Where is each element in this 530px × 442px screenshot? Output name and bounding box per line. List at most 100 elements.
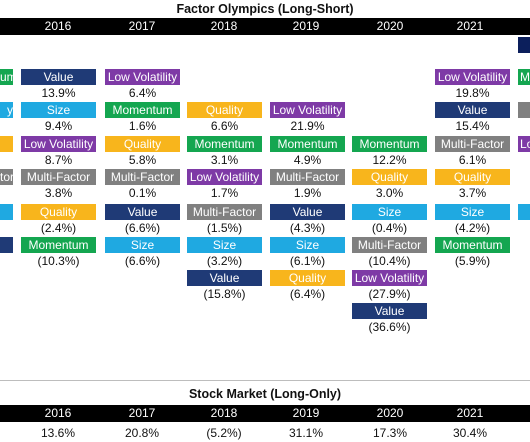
factor-cell: Quality (6.4%) — [270, 270, 345, 302]
factor-return: 6.1% — [458, 153, 487, 167]
factor-cell: Quality 3.7% — [435, 169, 510, 201]
factor-label: Low Volatility — [270, 102, 345, 118]
factor-return: 21.9% — [290, 119, 325, 133]
section-divider — [0, 380, 530, 381]
factor-label: Quality — [187, 102, 262, 118]
factor-return: 9.4% — [44, 119, 73, 133]
factor-label: Low Volatility — [352, 270, 427, 286]
factor-cell: Momentum (10.3%) — [21, 237, 96, 269]
market-year-header: 2016 2017 2018 2019 2020 2021 — [0, 405, 530, 422]
factor-cell: Quality 6.6% — [187, 102, 262, 134]
edge-cell-right: Lo — [518, 136, 530, 152]
factor-cell: Momentum 4.9% — [270, 136, 345, 168]
factor-return: (0.4%) — [371, 221, 408, 235]
factor-label: Multi-Factor — [435, 136, 510, 152]
factor-label: Momentum — [21, 237, 96, 253]
market-return-2021: 30.4% — [452, 426, 488, 440]
factor-return: 19.8% — [455, 86, 490, 100]
factor-label: Low Volatility — [21, 136, 96, 152]
factor-cell: Low Volatility (27.9%) — [352, 270, 427, 302]
factor-label: Multi-Factor — [21, 169, 96, 185]
factor-label: Low Volatility — [187, 169, 262, 185]
factor-return: 12.2% — [372, 153, 407, 167]
factor-cell: Quality 3.0% — [352, 169, 427, 201]
market-year-2017: 2017 — [128, 406, 156, 420]
factor-label: Size — [352, 204, 427, 220]
factor-year-header: 2016 2017 2018 2019 2020 2021 — [0, 18, 530, 35]
factor-cell: Size (0.4%) — [352, 204, 427, 236]
edge-cell-right — [518, 102, 530, 118]
factor-cell: Size 9.4% — [21, 102, 96, 134]
factor-label: Value — [270, 204, 345, 220]
factor-return: 1.6% — [128, 119, 157, 133]
factor-label: Momentum — [270, 136, 345, 152]
factor-return: (4.3%) — [289, 221, 326, 235]
factor-cell: Multi-Factor 0.1% — [105, 169, 180, 201]
factor-return: 3.0% — [375, 186, 404, 200]
factor-label: Value — [105, 204, 180, 220]
market-return-2016: 13.6% — [40, 426, 76, 440]
factor-year-2021: 2021 — [456, 19, 484, 33]
factor-return: 0.1% — [128, 186, 157, 200]
factor-cell: Value (6.6%) — [105, 204, 180, 236]
factor-label: Momentum — [105, 102, 180, 118]
factor-label: Value — [187, 270, 262, 286]
market-year-2020: 2020 — [376, 406, 404, 420]
edge-cell-left — [0, 237, 13, 253]
edge-cell-left: tor — [0, 169, 13, 185]
factor-cell: Momentum 1.6% — [105, 102, 180, 134]
factor-label: Momentum — [435, 237, 510, 253]
factor-year-2020: 2020 — [376, 19, 404, 33]
factor-label: Size — [105, 237, 180, 253]
factor-cell: Multi-Factor (10.4%) — [352, 237, 427, 269]
factor-return: 6.4% — [128, 86, 157, 100]
market-year-2019: 2019 — [292, 406, 320, 420]
factor-label: Quality — [352, 169, 427, 185]
factor-year-2018: 2018 — [210, 19, 238, 33]
factor-cell: Multi-Factor 6.1% — [435, 136, 510, 168]
factor-return: 5.8% — [128, 153, 157, 167]
factor-label: Value — [21, 69, 96, 85]
factor-return: 15.4% — [455, 119, 490, 133]
factor-return: 8.7% — [44, 153, 73, 167]
factor-label: Size — [187, 237, 262, 253]
market-year-2016: 2016 — [44, 406, 72, 420]
factor-cell: Size (4.2%) — [435, 204, 510, 236]
factor-return: (5.9%) — [454, 254, 491, 268]
factor-return: (10.3%) — [37, 254, 80, 268]
factor-return: (36.6%) — [368, 320, 411, 334]
factor-label: Quality — [105, 136, 180, 152]
factor-cell: Momentum 3.1% — [187, 136, 262, 168]
market-return-2019: 31.1% — [288, 426, 324, 440]
factor-label: Multi-Factor — [105, 169, 180, 185]
factor-year-2017: 2017 — [128, 19, 156, 33]
factor-label: Size — [435, 204, 510, 220]
factor-cell: Low Volatility 1.7% — [187, 169, 262, 201]
factor-chart-title: Factor Olympics (Long-Short) — [176, 2, 354, 16]
factor-cell: Size (3.2%) — [187, 237, 262, 269]
factor-return: 13.9% — [41, 86, 76, 100]
market-year-2021: 2021 — [456, 406, 484, 420]
factor-return: (6.6%) — [124, 254, 161, 268]
factor-cell: Low Volatility 8.7% — [21, 136, 96, 168]
factor-cell: Value 13.9% — [21, 69, 96, 101]
factor-label: Momentum — [187, 136, 262, 152]
factor-cell: Multi-Factor (1.5%) — [187, 204, 262, 236]
factor-cell: Multi-Factor 3.8% — [21, 169, 96, 201]
factor-cell: Quality (2.4%) — [21, 204, 96, 236]
factor-cell: Low Volatility 19.8% — [435, 69, 510, 101]
factor-return: 1.9% — [293, 186, 322, 200]
factor-cell: Size (6.6%) — [105, 237, 180, 269]
factor-return: (15.8%) — [203, 287, 246, 301]
factor-year-2016: 2016 — [44, 19, 72, 33]
factor-label: Multi-Factor — [352, 237, 427, 253]
edge-cell-right — [518, 204, 530, 220]
factor-return: 4.9% — [293, 153, 322, 167]
factor-return: (6.1%) — [289, 254, 326, 268]
market-chart-title: Stock Market (Long-Only) — [188, 387, 342, 401]
factor-label: Value — [435, 102, 510, 118]
factor-label: Quality — [270, 270, 345, 286]
factor-return: (6.4%) — [289, 287, 326, 301]
factor-cell: Value (15.8%) — [187, 270, 262, 302]
factor-return: (3.2%) — [206, 254, 243, 268]
